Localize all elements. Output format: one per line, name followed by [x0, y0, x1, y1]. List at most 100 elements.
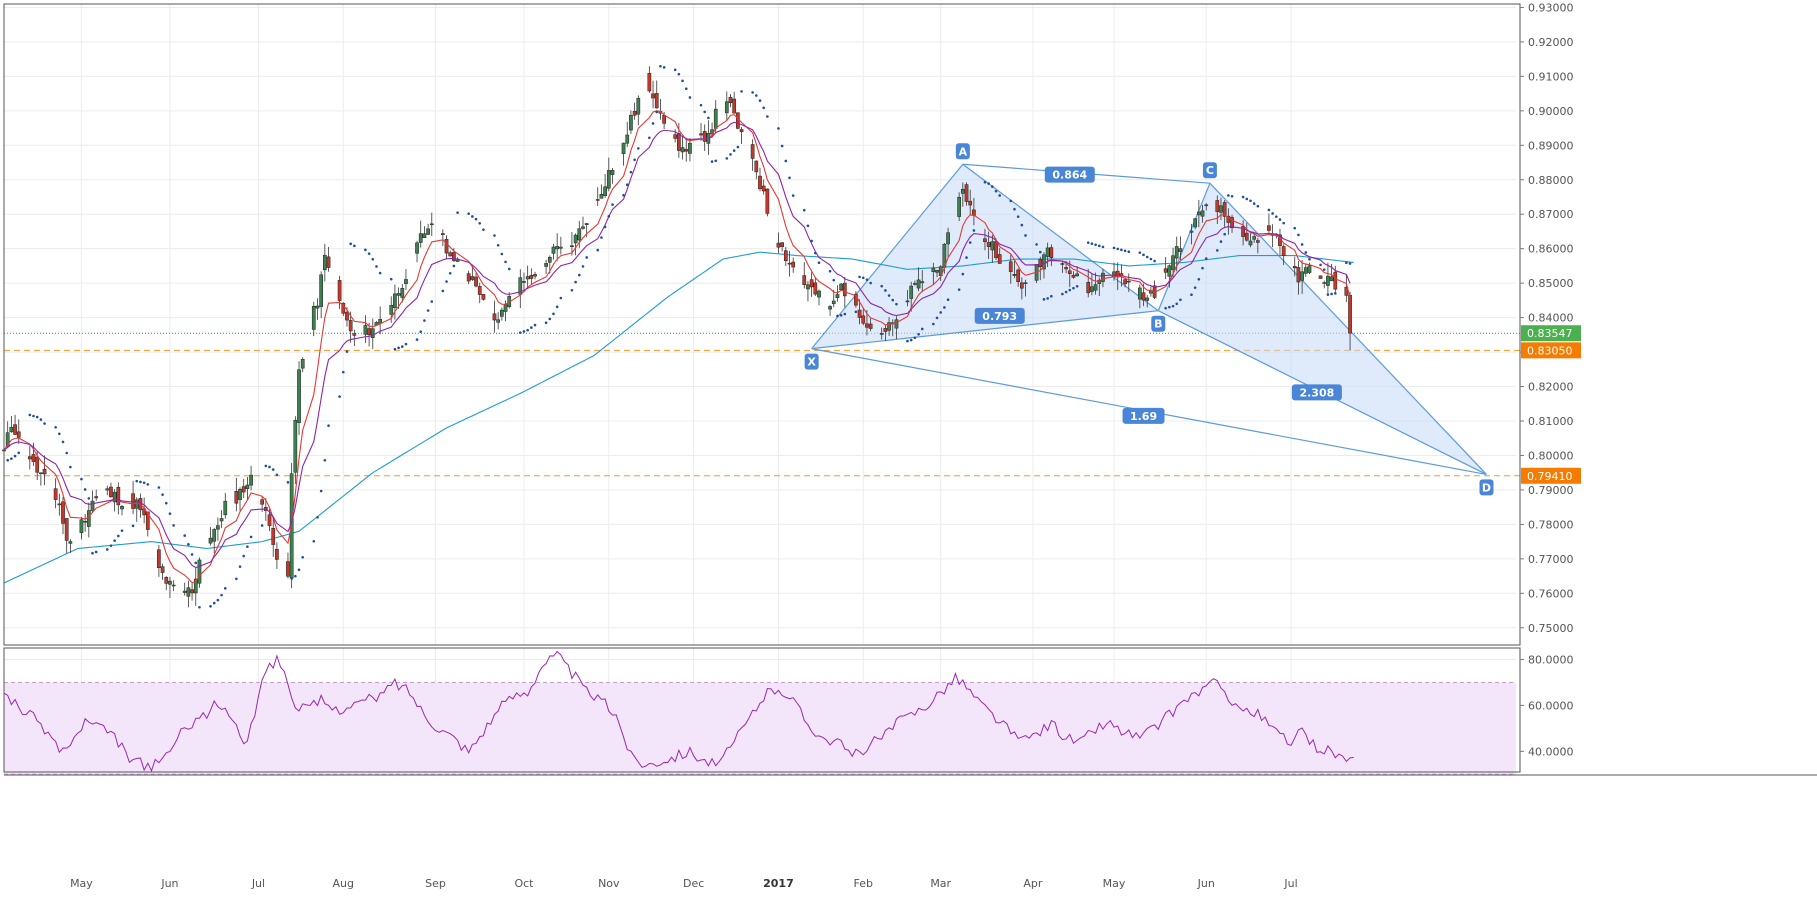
psar-dot: [917, 333, 920, 336]
psar-dot: [932, 322, 935, 326]
candle: [426, 223, 430, 236]
psar-dot: [530, 326, 533, 329]
psar-dot: [755, 94, 758, 97]
psar-dot: [1086, 241, 1090, 244]
psar-dot: [1090, 242, 1094, 246]
candle-body-bear: [854, 293, 858, 306]
candle: [839, 283, 843, 291]
candle: [109, 482, 113, 498]
pattern-point-c-bg: [1202, 162, 1217, 179]
candle: [116, 482, 121, 515]
pattern-ratio: 2.308: [1291, 384, 1342, 401]
psar-dot: [94, 550, 98, 554]
psar-dot: [482, 228, 485, 231]
candle: [1067, 260, 1072, 288]
psar-dot: [1304, 251, 1308, 254]
candle-body-bear: [1348, 294, 1352, 334]
psar-dot: [1101, 245, 1105, 249]
candle: [905, 290, 910, 307]
candle-body-bear: [732, 98, 737, 114]
candle-body-bear: [35, 456, 40, 473]
pattern-ratio-bg: [1044, 166, 1095, 183]
candle: [739, 126, 744, 144]
price-axis[interactable]: 0.93000 0.92000 0.91000 0.90000 0.89000 0.880…: [1520, 1, 1574, 635]
pattern-leg: [811, 163, 964, 350]
candle: [341, 302, 346, 316]
candle-body-bear: [1067, 270, 1072, 274]
moving-average-long: [3, 251, 1354, 584]
psar-dot: [1024, 234, 1027, 237]
candle: [983, 228, 987, 251]
pattern-leg: [811, 310, 1159, 350]
candle: [245, 476, 250, 500]
psar-dot: [1326, 293, 1330, 296]
indicator-axis-label: 80.0000: [1528, 653, 1574, 666]
candle-body-bear: [1230, 217, 1234, 229]
candle: [732, 91, 737, 114]
psar-dot: [839, 314, 843, 317]
indicator-axis[interactable]: 80.0000 60.0000 40.0000: [1520, 653, 1574, 758]
psar-dot: [316, 516, 319, 519]
pattern-point-d-bg: [1479, 479, 1494, 496]
candle-body-bull: [216, 525, 220, 530]
candle-body-bull: [422, 233, 427, 238]
candle: [1101, 268, 1105, 288]
time-axis-label: Aug: [333, 877, 354, 890]
candle-body-bear: [1292, 266, 1297, 269]
candle: [964, 182, 969, 206]
candle-body-bear: [913, 283, 917, 285]
candle: [854, 291, 858, 308]
candle-body-bull: [603, 186, 607, 196]
time-axis[interactable]: May Jun Jul Aug Sep Oct Nov Dec 2017 Feb Mar Apr May…: [70, 877, 1298, 890]
psar-dot: [1319, 263, 1322, 267]
psar-dot: [965, 256, 968, 259]
candle: [1019, 277, 1024, 300]
candle-body-bear: [42, 468, 47, 475]
pattern-ratio-text: 2.308: [1299, 386, 1334, 399]
candle: [186, 580, 191, 608]
psar-dot: [216, 598, 220, 602]
candle-body-bear: [809, 279, 814, 288]
candle: [990, 234, 995, 263]
candle: [79, 516, 84, 540]
candle-body-bull: [555, 246, 560, 250]
candle: [1318, 275, 1323, 279]
psar-dot: [161, 493, 164, 496]
candle-body-bull: [249, 474, 253, 486]
psar-dot: [880, 284, 883, 288]
price-axis-label: 0.88000: [1528, 174, 1574, 187]
candle-body-bull: [920, 281, 925, 284]
psar-dot: [522, 330, 526, 333]
pattern-point-c: C: [1202, 162, 1217, 179]
psar-dot: [61, 440, 65, 444]
candle-body-bull: [1303, 267, 1308, 274]
candle-body-bear: [466, 273, 471, 282]
candle: [529, 268, 534, 285]
candle: [817, 289, 821, 306]
candle: [297, 361, 301, 435]
psar-dot: [961, 272, 965, 276]
candle-body-bear: [1163, 268, 1168, 273]
psar-dot: [507, 267, 511, 271]
time-axis-label: May: [70, 877, 93, 890]
psar-dot: [397, 346, 400, 350]
candle: [1034, 264, 1039, 284]
candle: [935, 269, 939, 278]
candle: [94, 489, 99, 501]
candle: [603, 174, 607, 198]
psar-dot: [581, 265, 585, 268]
candle: [470, 265, 475, 282]
candle: [1163, 257, 1168, 280]
candle: [319, 271, 324, 319]
psar-dot: [194, 561, 198, 565]
psar-dot: [238, 565, 242, 568]
indicator-axis-label: 60.0000: [1528, 699, 1574, 712]
candle: [216, 517, 220, 541]
candle: [1292, 256, 1297, 277]
candle-body-bull: [1112, 271, 1116, 277]
psar-dot: [688, 96, 692, 99]
candle-body-bear: [260, 499, 264, 505]
psar-dot: [264, 464, 268, 468]
psar-dot: [419, 330, 423, 333]
psar-dot: [736, 145, 740, 149]
